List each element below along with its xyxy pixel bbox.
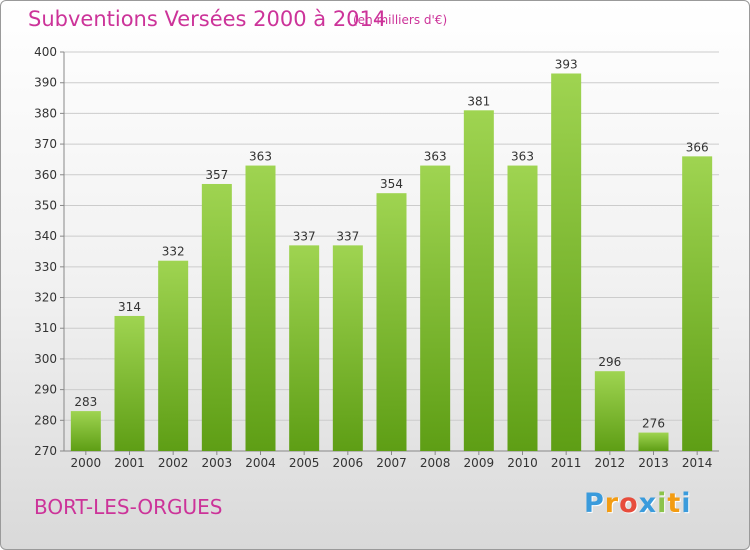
bar-value-label: 363 [424,150,447,164]
bar-value-label: 332 [162,245,185,259]
x-tick-label: 2006 [333,456,364,470]
bar-value-label: 393 [555,57,578,71]
bar-2002 [158,260,189,451]
y-tick-label: 330 [34,260,57,274]
commune-name: BORT-LES-ORGUES [34,495,223,519]
x-tick-label: 2010 [507,456,538,470]
x-tick-label: 2004 [245,456,276,470]
chart-title: Subventions Versées 2000 à 2014 [28,7,387,31]
logo-letter: t [667,488,682,519]
x-tick-label: 2013 [638,456,669,470]
x-tick-label: 2012 [595,456,626,470]
bar-2007 [376,193,407,451]
y-tick-label: 370 [34,137,57,151]
bar-value-label: 381 [467,94,490,108]
bar-value-label: 354 [380,177,403,191]
bar-value-label: 337 [336,229,359,243]
bar-2001 [114,315,145,451]
x-tick-label: 2005 [289,456,320,470]
bar-value-label: 337 [293,229,316,243]
bar-value-label: 363 [511,150,534,164]
y-tick-label: 310 [34,321,57,335]
bar-value-label: 357 [205,168,228,182]
y-tick-label: 300 [34,352,57,366]
x-tick-label: 2003 [202,456,233,470]
bar-2011 [551,73,582,451]
bar-value-label: 283 [74,395,97,409]
bars [70,73,713,452]
y-tick-label: 320 [34,291,57,305]
y-tick-label: 280 [34,413,57,427]
bar-value-label: 276 [642,417,665,431]
y-tick-label: 360 [34,168,57,182]
y-tick-label: 340 [34,229,57,243]
logo-letter: x [638,488,658,519]
bar-2005 [289,245,320,451]
y-tick-label: 400 [34,45,57,59]
x-tick-label: 2000 [71,456,102,470]
logo-letter: i [657,488,668,519]
bar-value-label: 363 [249,150,272,164]
logo-letter: i [681,488,692,519]
logo-letter: o [619,488,639,519]
x-tick-label: 2007 [376,456,407,470]
bar-2013 [638,432,669,451]
y-tick-label: 390 [34,76,57,90]
bar-2004 [245,165,276,452]
bar-value-label: 296 [598,355,621,369]
bar-2003 [201,183,232,451]
logo-letter: P [584,488,605,519]
logo-letter: r [604,488,620,519]
x-tick-label: 2014 [682,456,713,470]
x-tick-label: 2011 [551,456,582,470]
x-tick-label: 2009 [464,456,495,470]
bar-2009 [463,110,494,452]
bar-2006 [332,245,363,451]
bar-2000 [70,411,101,451]
y-tick-label: 350 [34,198,57,212]
bar-2010 [507,165,538,452]
x-tick-label: 2001 [114,456,145,470]
chart-subtitle: (en milliers d'€) [353,13,448,27]
bar-2014 [682,156,713,451]
value-labels: 283 314 332 357 363 337 337 354 363 381 363 393 296 2… [74,57,708,430]
bar-2012 [594,371,625,451]
proxiti-logo[interactable]: Proxiti [584,488,692,519]
y-tick-label: 270 [34,444,57,458]
x-tick-label: 2002 [158,456,189,470]
bar-2008 [420,165,451,452]
y-tick-label: 380 [34,106,57,120]
bar-value-label: 366 [686,140,709,154]
bar-value-label: 314 [118,300,141,314]
axes: 270 280 290 300 310 320 330 340 350 360 370 380 390 4… [34,45,719,470]
y-tick-label: 290 [34,383,57,397]
x-tick-label: 2008 [420,456,451,470]
